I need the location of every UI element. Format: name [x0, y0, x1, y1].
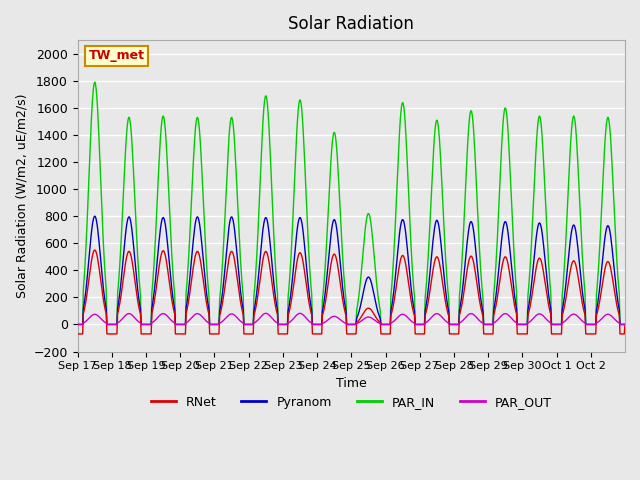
X-axis label: Time: Time — [336, 377, 367, 390]
Text: TW_met: TW_met — [88, 49, 145, 62]
Y-axis label: Solar Radiation (W/m2, uE/m2/s): Solar Radiation (W/m2, uE/m2/s) — [15, 94, 28, 298]
Title: Solar Radiation: Solar Radiation — [289, 15, 414, 33]
Legend: RNet, Pyranom, PAR_IN, PAR_OUT: RNet, Pyranom, PAR_IN, PAR_OUT — [146, 391, 557, 414]
